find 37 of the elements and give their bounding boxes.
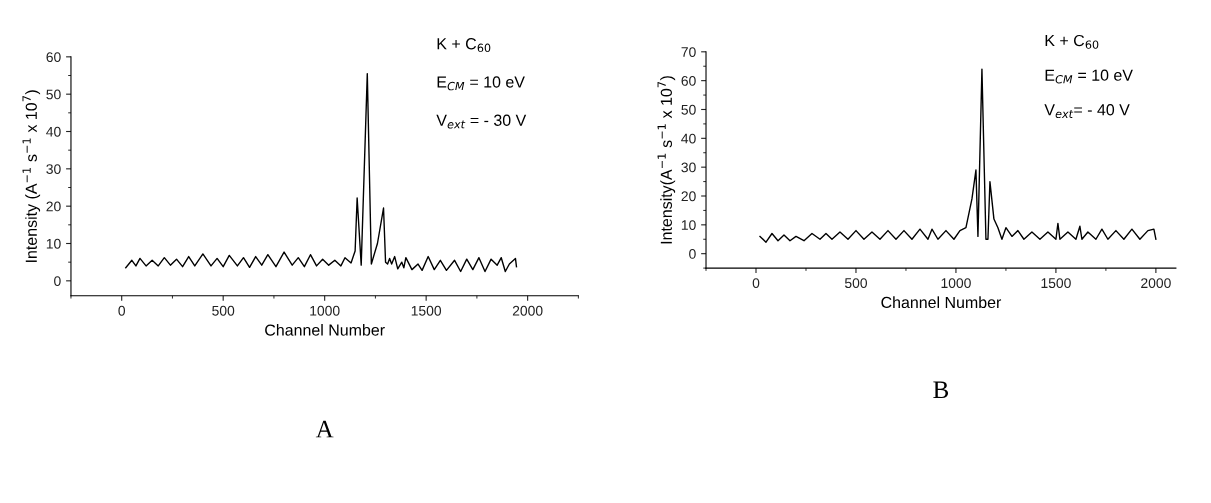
text: A — [315, 420, 334, 438]
text: B — [933, 381, 949, 398]
y-tick-label: 40 — [681, 133, 696, 144]
y-tick-label: 50 — [46, 89, 61, 100]
y-tick-label: 30 — [681, 162, 696, 173]
y-tick-label: 50 — [681, 104, 696, 115]
annotation: V$_{ext}$ = - 30 V — [436, 114, 527, 129]
y-tick-label: 60 — [681, 75, 696, 86]
line-series — [759, 68, 1157, 243]
y-tick-label: 60 — [46, 52, 61, 63]
x-tick-label: 0 — [118, 305, 126, 316]
x-tick-label: 2000 — [1141, 278, 1171, 289]
annotation: V$_{ext}$= - 40 V — [1044, 104, 1130, 119]
text: K + C$_{60}$ — [437, 38, 491, 53]
x-axis-title: Channel Number — [881, 296, 1002, 309]
x-tick-label: 1500 — [1041, 278, 1071, 289]
y-axis-title: Intensity(A$^{−1}$ s$^{−1}$ x 10$^{7}$) — [657, 76, 676, 244]
annotation: E$_{CM}$ = 10 eV — [1045, 69, 1133, 84]
y-tick-label: 10 — [681, 220, 696, 231]
x-tick-label: 1000 — [310, 305, 340, 316]
x-tick-label: 1500 — [411, 305, 442, 316]
x-tick-label: 500 — [844, 278, 868, 289]
y-tick-label: 30 — [46, 164, 61, 174]
x-tick-label: 1000 — [941, 278, 971, 289]
y-tick-label: 40 — [46, 126, 61, 137]
annotation: E$_{CM}$ = 10 eV — [437, 76, 525, 91]
x-axis-title: Channel Number — [265, 323, 385, 336]
y-axis-title: Intensity (A$^{−1}$ s$^{−1}$ x 10$^{7}$) — [22, 90, 41, 262]
y-tick-label: 10 — [46, 238, 61, 249]
y-tick-label: 20 — [46, 201, 61, 212]
y-tick-label: 20 — [681, 191, 696, 202]
x-tick-label: 0 — [752, 278, 760, 289]
y-tick-label: 0 — [689, 249, 696, 259]
x-tick-label: 2000 — [512, 305, 543, 316]
x-tick-label: 500 — [212, 305, 235, 316]
y-tick-label: 70 — [681, 47, 696, 57]
text: K + C$_{60}$ — [1045, 34, 1099, 49]
